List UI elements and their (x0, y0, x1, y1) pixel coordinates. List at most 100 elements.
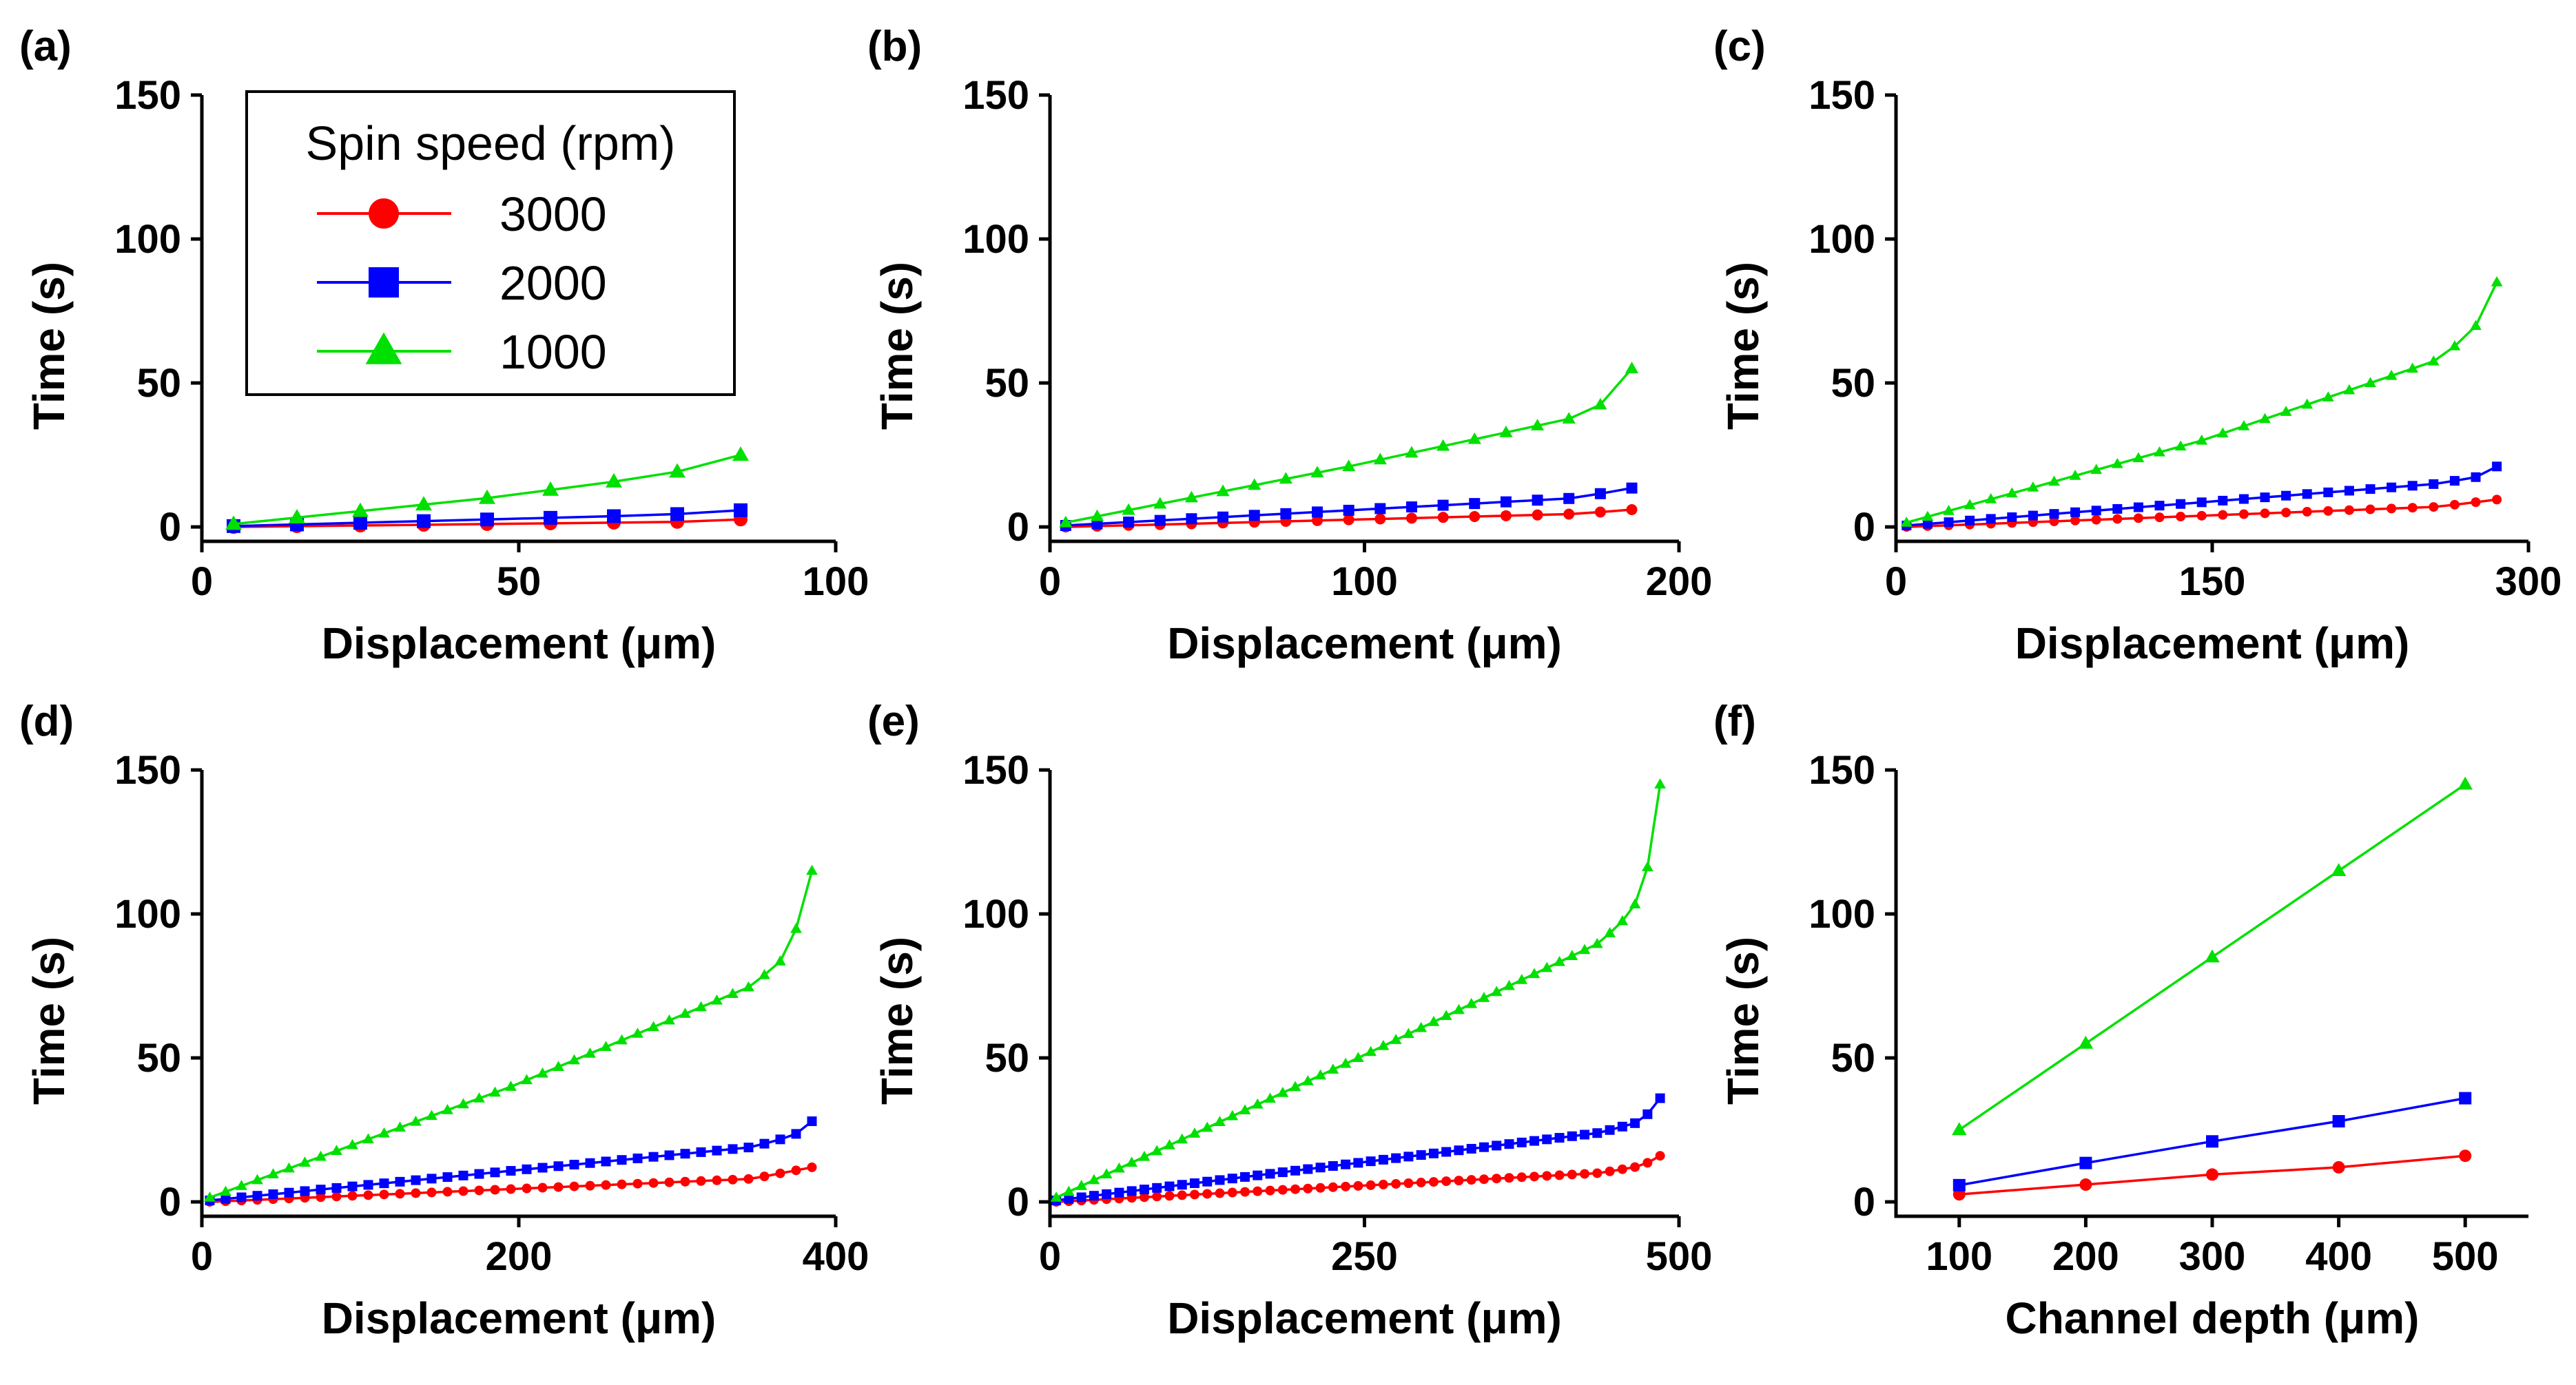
legend-marker-square (369, 267, 399, 298)
data-point (1629, 898, 1641, 909)
axes (1048, 770, 1679, 1218)
panel-e: (e) 0 50 100 150 0 250 500 Displacement (μm) Time… (867, 698, 1712, 1343)
data-point (1138, 1150, 1151, 1161)
panels: (a) 0 50 100 150 0 50 100 Displacement (μm) Time … (19, 23, 2562, 1343)
data-point (1277, 1185, 1288, 1195)
x-tick-label: 250 (1331, 1234, 1398, 1279)
data-point (1516, 1172, 1527, 1183)
x-tick-label: 100 (803, 559, 869, 604)
data-point (410, 1115, 422, 1126)
data-point (2238, 420, 2250, 430)
x-axis-title: Displacement (μm) (322, 618, 717, 668)
panel-a: (a) 0 50 100 150 0 50 100 Displacement (μm) Time … (19, 23, 869, 668)
data-point (1126, 1186, 1137, 1196)
data-point (1152, 1183, 1162, 1193)
data-point (664, 1150, 674, 1160)
data-point (1352, 1052, 1364, 1063)
y-axis-title: Time (s) (1718, 262, 1768, 430)
data-point (1405, 512, 1417, 524)
data-point (2449, 476, 2460, 486)
data-point (1604, 927, 1616, 937)
data-point (1239, 1104, 1251, 1115)
data-point (426, 1110, 437, 1121)
data-point (442, 1104, 453, 1114)
data-point (553, 1161, 564, 1171)
data-point (331, 1145, 342, 1156)
data-point (1114, 1187, 1124, 1198)
data-point (236, 1192, 247, 1202)
data-point (2470, 320, 2482, 331)
data-point (1341, 1159, 1351, 1169)
data-point (1944, 517, 1954, 528)
data-point (352, 502, 369, 517)
data-point (2216, 427, 2229, 438)
data-point (1466, 1175, 1476, 1185)
data-point (1567, 1169, 1577, 1180)
data-point (2174, 440, 2187, 451)
y-tick-label: 50 (1831, 1036, 1875, 1081)
data-point (1064, 1194, 1074, 1204)
data-point (606, 472, 622, 488)
data-point (680, 1149, 690, 1159)
data-point (1227, 1187, 1237, 1198)
data-point (2459, 1092, 2472, 1105)
panel-f: (f) 0 50 100 150 100 200 300 400 500 Channel depth… (1713, 698, 2528, 1343)
data-point (1253, 1170, 1263, 1180)
y-tick-label: 150 (962, 73, 1029, 118)
data-point (1126, 1156, 1138, 1167)
y-tick-label: 100 (1809, 217, 1875, 262)
x-tick-label: 500 (1646, 1234, 1713, 1279)
data-point (426, 1174, 437, 1184)
data-point (1076, 1192, 1086, 1202)
data-point (395, 1189, 405, 1199)
data-point (2301, 398, 2314, 409)
data-point (331, 1183, 342, 1193)
x-tick-label: 0 (191, 1234, 213, 1279)
data-point (283, 1162, 295, 1173)
data-point (601, 1156, 611, 1167)
panel-c: (c) 0 50 100 150 0 150 300 Displacement (μm) Time… (1713, 23, 2562, 668)
x-tick-label: 0 (1039, 1234, 1061, 1279)
data-point (474, 1185, 484, 1196)
data-point (727, 988, 739, 999)
series-1000 (1900, 275, 2503, 527)
data-point (1466, 1143, 1476, 1154)
data-point (2427, 355, 2440, 366)
data-point (1328, 1160, 1338, 1171)
data-point (2048, 475, 2060, 486)
data-point (1303, 1164, 1313, 1174)
data-point (2049, 516, 2059, 526)
data-point (2322, 391, 2334, 402)
x-tick-label: 0 (191, 559, 213, 604)
data-point (1578, 944, 1591, 955)
y-tick-label: 0 (1007, 505, 1029, 550)
data-point (1366, 1180, 1376, 1190)
x-axis-title: Channel depth (μm) (2006, 1293, 2420, 1343)
data-point (2007, 512, 2017, 522)
data-point (268, 1189, 278, 1199)
x-tick-label: 500 (2432, 1234, 2499, 1279)
data-point (1248, 478, 1261, 490)
data-point (2492, 461, 2502, 472)
series-1000 (1050, 778, 1667, 1202)
data-point (331, 1191, 342, 1202)
data-point (1202, 1189, 1213, 1199)
y-tick-label: 100 (114, 217, 181, 262)
x-tick-label: 100 (1926, 1234, 1992, 1279)
data-point (1186, 513, 1197, 525)
data-point (1303, 1183, 1313, 1194)
x-tick-label: 200 (486, 1234, 553, 1279)
data-point (1342, 459, 1356, 472)
data-point (1214, 1116, 1226, 1126)
data-point (347, 1191, 358, 1201)
data-point (1216, 484, 1230, 497)
data-point (1123, 517, 1135, 528)
data-point (569, 1159, 579, 1169)
data-point (775, 1134, 785, 1145)
data-point (2154, 512, 2165, 523)
y-tick-label: 100 (114, 892, 181, 937)
data-point (679, 1008, 691, 1018)
data-point (1265, 1185, 1275, 1196)
data-point (537, 1067, 548, 1078)
data-point (1164, 1191, 1175, 1201)
